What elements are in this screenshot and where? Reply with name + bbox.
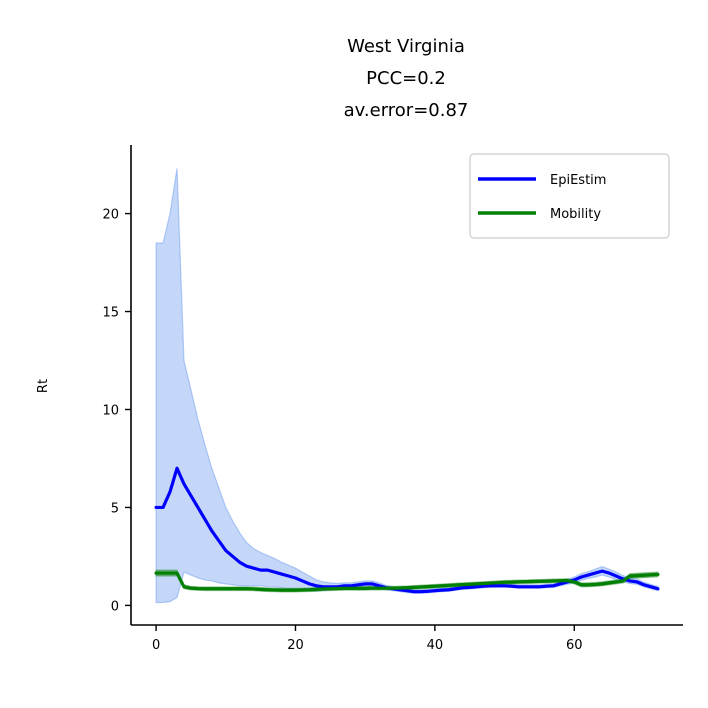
title-line-3: av.error=0.87 — [344, 100, 469, 121]
legend-label-epiestim: EpiEstim — [550, 173, 606, 188]
x-tick-label: 20 — [287, 638, 304, 653]
x-axis-ticks: 0 20 40 60 — [152, 625, 583, 653]
y-tick-label: 10 — [102, 403, 119, 418]
line-epiestim — [154, 466, 660, 594]
title-line-2: PCC=0.2 — [366, 68, 446, 89]
chart-title: West Virginia PCC=0.2 av.error=0.87 — [344, 36, 469, 121]
band-epiestim — [155, 168, 659, 604]
series-lines — [154, 466, 660, 594]
x-tick-label: 60 — [566, 638, 583, 653]
y-axis-label: Rt — [36, 379, 51, 393]
legend-box — [469, 153, 670, 239]
y-tick-label: 15 — [102, 306, 119, 321]
x-tick-label: 0 — [152, 638, 160, 653]
y-axis-ticks: 0 5 10 15 20 — [102, 208, 131, 614]
title-line-1: West Virginia — [347, 36, 465, 57]
legend: EpiEstim Mobility — [469, 153, 670, 239]
y-tick-label: 0 — [111, 599, 119, 614]
x-tick-label: 40 — [427, 638, 444, 653]
legend-label-mobility: Mobility — [550, 207, 601, 222]
line-mobility — [154, 571, 660, 592]
y-tick-label: 20 — [102, 208, 119, 223]
y-tick-label: 5 — [111, 501, 119, 516]
